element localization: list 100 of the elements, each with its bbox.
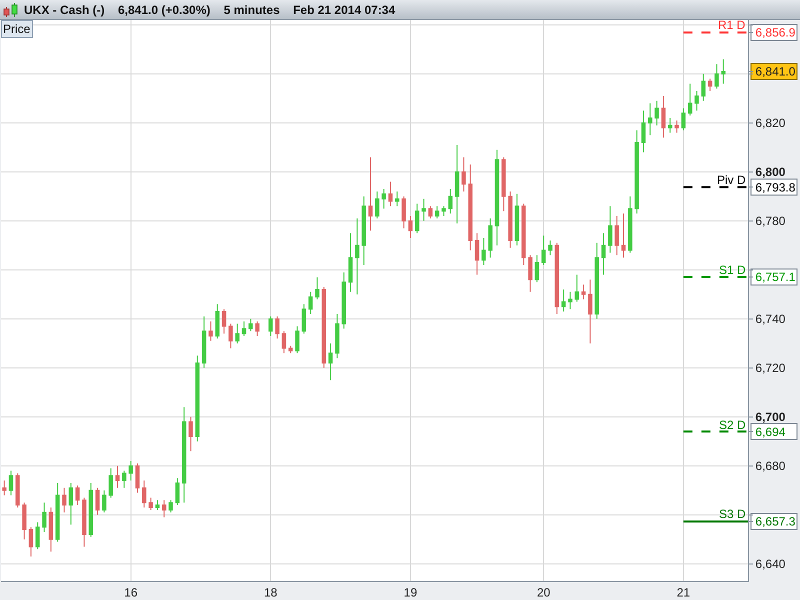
y-tick-label: 6,640 — [755, 557, 786, 572]
ref-line-label: S3 D — [719, 507, 746, 521]
candlestick — [175, 478, 180, 506]
y-tick-label: 6,657.3 — [755, 514, 796, 529]
candlestick — [182, 406, 186, 504]
candlestick — [148, 497, 153, 510]
candlestick — [634, 130, 639, 214]
candlestick — [674, 120, 679, 134]
candlestick — [208, 320, 213, 342]
candlestick — [508, 190, 512, 248]
candlestick — [561, 288, 566, 312]
candlestick — [362, 196, 366, 266]
y-tick-label: 6,793.8 — [755, 180, 796, 194]
candlestick — [2, 480, 6, 496]
candlestick — [514, 193, 520, 246]
candlestick — [355, 218, 360, 295]
ref-line-label: R1 D — [718, 18, 746, 32]
candlestick — [482, 238, 486, 266]
y-tick-label: 6,856.9 — [755, 26, 796, 40]
candlestick — [502, 156, 506, 212]
candlestick — [714, 64, 719, 90]
ref-line-label: S2 D — [719, 418, 746, 432]
candlestick — [235, 323, 240, 344]
candlestick — [474, 232, 480, 276]
candlestick — [568, 291, 572, 310]
candlestick — [442, 206, 446, 216]
candlestick — [422, 198, 426, 222]
ref-line-label: Piv D — [717, 173, 746, 187]
candlestick — [255, 320, 260, 337]
candlestick — [48, 507, 54, 552]
candlestick — [708, 78, 712, 92]
candlestick — [628, 196, 632, 254]
candlestick — [75, 484, 80, 506]
candlestick — [721, 58, 726, 84]
candlestick — [462, 156, 466, 192]
x-tick-label: 18 — [264, 585, 278, 600]
chart-title: UKX - Cash (-) 6,841.0 (+0.30%) 5 minutes Feb 21 2014 07:34 — [24, 3, 396, 17]
candlestick — [554, 242, 560, 314]
candlestick — [322, 286, 326, 368]
candlestick — [641, 110, 646, 153]
candlestick — [215, 304, 220, 339]
candlestick — [694, 90, 699, 112]
candlestick — [608, 206, 612, 254]
candlestick — [494, 149, 500, 246]
candlestick — [668, 117, 672, 134]
candlestick — [42, 502, 46, 532]
candlestick — [342, 272, 346, 330]
candlestick — [328, 342, 333, 381]
candlestick — [688, 83, 692, 116]
candlestick — [242, 320, 246, 337]
x-tick-label: 20 — [536, 585, 551, 600]
candlestick — [454, 144, 460, 224]
candlestick — [548, 240, 552, 256]
candlestick — [395, 190, 400, 207]
candlestick — [16, 472, 20, 508]
x-tick-label: 21 — [676, 585, 690, 600]
candlestick — [82, 497, 86, 548]
candlestick — [402, 196, 406, 229]
candlestick — [614, 215, 619, 256]
candlestick — [188, 416, 193, 452]
candlestick — [468, 164, 472, 251]
y-tick-label: 6,757.1 — [755, 270, 796, 284]
candlestick — [448, 188, 453, 214]
candlestick — [581, 284, 586, 300]
candlestick — [661, 95, 666, 138]
y-tick-label: 6,841.0 — [755, 64, 796, 79]
candlestick — [588, 279, 592, 344]
candlestick — [375, 190, 380, 219]
candlestick — [228, 323, 233, 349]
y-tick-label: 6,694 — [755, 424, 786, 439]
candlestick — [574, 274, 580, 302]
candlestick — [528, 254, 532, 292]
candlestick — [534, 254, 540, 283]
candlestick — [68, 482, 74, 526]
y-tick-label: 6,680 — [755, 459, 786, 474]
candlestick — [275, 316, 280, 339]
candlestick — [388, 181, 393, 207]
candlestick — [102, 490, 106, 513]
candlestick — [8, 470, 14, 496]
candlestick — [382, 188, 386, 210]
y-tick-label: 6,820 — [755, 116, 786, 130]
y-tick-label: 6,800 — [755, 165, 786, 180]
candlestick — [434, 206, 440, 219]
candlestick — [268, 316, 273, 337]
candlestick — [594, 242, 599, 320]
candlestick — [302, 304, 306, 334]
candlestick — [195, 355, 200, 442]
candlestick — [541, 235, 546, 266]
candlestick — [621, 213, 626, 258]
candlestick — [681, 108, 686, 131]
candlestick — [88, 482, 94, 538]
ref-line-label: S1 D — [719, 263, 746, 277]
candlestick — [601, 232, 606, 276]
candlestick — [62, 487, 66, 513]
candlestick — [288, 345, 293, 354]
candlestick — [282, 330, 286, 354]
y-tick-label: 6,780 — [755, 214, 786, 228]
candlestick — [308, 291, 313, 314]
x-tick-label: 16 — [124, 585, 138, 600]
annotation: Price — [3, 22, 31, 36]
